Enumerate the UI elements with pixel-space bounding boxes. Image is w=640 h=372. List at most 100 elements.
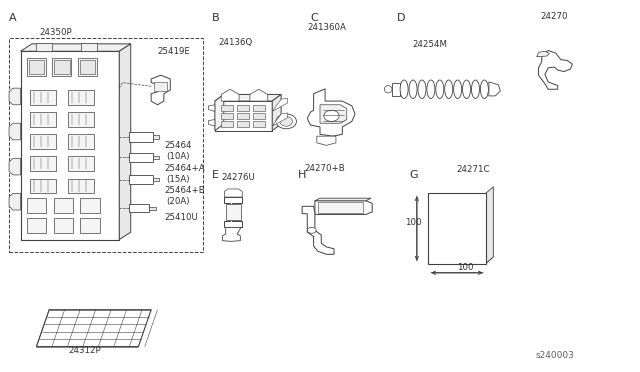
Ellipse shape bbox=[472, 80, 479, 99]
Bar bbox=[253, 113, 264, 119]
Bar bbox=[221, 121, 233, 127]
Bar bbox=[221, 113, 233, 119]
Ellipse shape bbox=[454, 80, 461, 99]
Polygon shape bbox=[215, 94, 281, 101]
Text: 24271C: 24271C bbox=[456, 165, 490, 174]
Bar bbox=[9, 38, 204, 253]
Ellipse shape bbox=[324, 110, 339, 121]
Polygon shape bbox=[537, 51, 549, 57]
Polygon shape bbox=[225, 189, 243, 197]
Polygon shape bbox=[250, 89, 268, 101]
Polygon shape bbox=[428, 257, 493, 263]
Bar bbox=[153, 155, 159, 159]
Polygon shape bbox=[272, 98, 287, 112]
Polygon shape bbox=[81, 43, 97, 51]
Polygon shape bbox=[221, 89, 239, 101]
Bar bbox=[81, 218, 100, 233]
Polygon shape bbox=[307, 89, 355, 136]
Ellipse shape bbox=[385, 86, 392, 93]
Polygon shape bbox=[119, 44, 131, 240]
Text: 24254M: 24254M bbox=[412, 41, 447, 49]
Bar bbox=[27, 198, 46, 212]
Ellipse shape bbox=[276, 114, 296, 129]
Polygon shape bbox=[20, 44, 131, 51]
Bar bbox=[30, 90, 56, 105]
Bar bbox=[27, 218, 46, 233]
Ellipse shape bbox=[409, 80, 417, 99]
Text: 25464+B: 25464+B bbox=[164, 186, 205, 195]
Text: 100: 100 bbox=[457, 263, 474, 272]
Polygon shape bbox=[539, 51, 572, 89]
Polygon shape bbox=[129, 132, 153, 142]
Bar bbox=[30, 134, 56, 149]
Bar bbox=[153, 178, 159, 182]
Text: B: B bbox=[212, 13, 220, 23]
Bar bbox=[68, 157, 94, 171]
Text: 25419E: 25419E bbox=[157, 47, 190, 56]
Bar bbox=[428, 193, 486, 263]
Bar bbox=[215, 101, 272, 131]
Text: D: D bbox=[396, 13, 405, 23]
Bar bbox=[237, 105, 248, 111]
Polygon shape bbox=[392, 83, 399, 96]
Text: C: C bbox=[310, 13, 318, 23]
Text: 241360A: 241360A bbox=[307, 23, 346, 32]
Text: 25464+A: 25464+A bbox=[164, 164, 205, 173]
Bar bbox=[30, 179, 56, 193]
Bar bbox=[80, 60, 95, 74]
Polygon shape bbox=[9, 193, 20, 210]
Bar bbox=[221, 105, 233, 111]
Bar bbox=[54, 60, 70, 74]
Bar bbox=[20, 51, 119, 240]
Bar bbox=[27, 58, 46, 76]
Text: 24312P: 24312P bbox=[68, 346, 100, 355]
Polygon shape bbox=[9, 88, 20, 105]
Text: (20A): (20A) bbox=[166, 197, 189, 206]
Polygon shape bbox=[302, 206, 334, 254]
Polygon shape bbox=[9, 158, 20, 175]
Bar bbox=[30, 112, 56, 127]
Polygon shape bbox=[317, 136, 336, 145]
Text: 24270: 24270 bbox=[541, 12, 568, 22]
Text: 100: 100 bbox=[406, 218, 422, 227]
Ellipse shape bbox=[400, 80, 408, 99]
Polygon shape bbox=[36, 43, 52, 51]
Ellipse shape bbox=[436, 80, 444, 99]
Text: (15A): (15A) bbox=[166, 175, 189, 184]
Polygon shape bbox=[36, 310, 151, 347]
Ellipse shape bbox=[418, 80, 426, 99]
Text: G: G bbox=[409, 170, 418, 180]
Bar bbox=[237, 113, 248, 119]
Text: A: A bbox=[9, 13, 17, 23]
Polygon shape bbox=[320, 105, 347, 123]
Text: 24276U: 24276U bbox=[221, 173, 255, 182]
Text: 24270+B: 24270+B bbox=[305, 164, 346, 173]
Polygon shape bbox=[223, 227, 241, 241]
Text: 25464: 25464 bbox=[164, 141, 191, 150]
Bar bbox=[68, 134, 94, 149]
Text: E: E bbox=[212, 170, 219, 180]
Bar bbox=[68, 90, 94, 105]
Text: s240003: s240003 bbox=[536, 351, 575, 360]
Bar bbox=[30, 157, 56, 171]
Bar bbox=[253, 121, 264, 127]
Ellipse shape bbox=[445, 80, 452, 99]
Bar bbox=[237, 121, 248, 127]
Polygon shape bbox=[129, 153, 153, 162]
Polygon shape bbox=[489, 82, 500, 96]
Text: 25410U: 25410U bbox=[164, 213, 198, 222]
Polygon shape bbox=[315, 201, 372, 214]
Text: 24136Q: 24136Q bbox=[219, 38, 253, 47]
Text: (10A): (10A) bbox=[166, 152, 189, 161]
Polygon shape bbox=[151, 75, 170, 105]
Bar bbox=[52, 58, 72, 76]
Polygon shape bbox=[129, 205, 149, 212]
Ellipse shape bbox=[427, 80, 435, 99]
Bar bbox=[54, 198, 73, 212]
Polygon shape bbox=[9, 123, 20, 140]
Polygon shape bbox=[315, 198, 371, 201]
Ellipse shape bbox=[307, 227, 316, 233]
Polygon shape bbox=[209, 105, 215, 112]
Ellipse shape bbox=[463, 80, 470, 99]
Bar bbox=[54, 218, 73, 233]
